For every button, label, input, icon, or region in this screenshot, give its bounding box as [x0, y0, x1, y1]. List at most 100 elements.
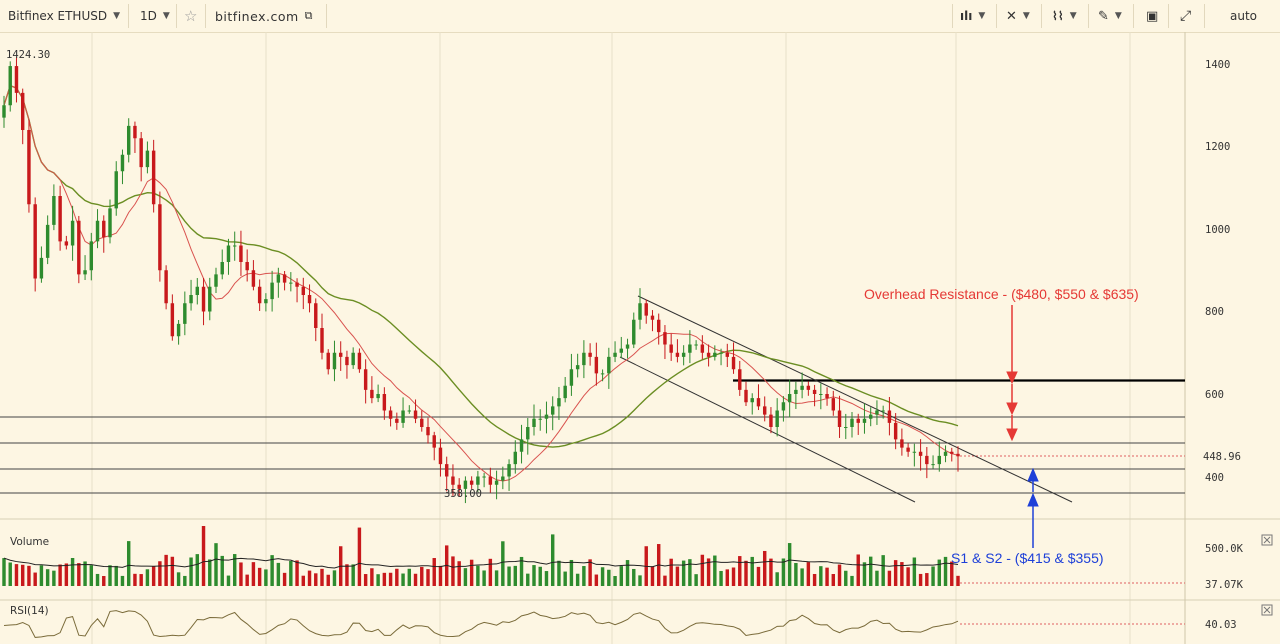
candle: [812, 384, 817, 407]
volume-bar: [794, 563, 798, 586]
candle: [825, 387, 829, 406]
candle: [501, 466, 505, 490]
volume-bar: [469, 559, 474, 586]
candle: [195, 278, 200, 305]
support-resistance-lines: [0, 379, 1185, 494]
volume-bar: [64, 563, 69, 586]
snapshot-icon[interactable]: ▣: [1146, 8, 1159, 24]
candle: [881, 405, 885, 419]
candles-style-button[interactable]: ılı ▼: [960, 0, 985, 32]
volume-bar: [245, 574, 249, 586]
indicators-button[interactable]: ✕ ▼: [1006, 0, 1030, 32]
candle: [469, 476, 474, 489]
volume-bar: [613, 575, 617, 586]
toolbar-divider: [1204, 4, 1205, 28]
volume-bar: [632, 568, 636, 586]
compare-button[interactable]: ⌇⌇ ▼: [1052, 0, 1077, 32]
volume-bar: [151, 566, 156, 586]
candle: [232, 231, 237, 261]
volume-bar: [887, 570, 892, 586]
channel-lower-line: [619, 356, 916, 503]
site-link[interactable]: bitfinex.com ⧉: [215, 0, 313, 32]
volume-bar: [937, 559, 942, 586]
fullscreen-icon[interactable]: ⤢: [1180, 8, 1192, 24]
candle: [819, 383, 823, 410]
interval-selector[interactable]: 1D ▼: [140, 0, 170, 32]
scale-mode-button[interactable]: auto: [1230, 0, 1257, 32]
volume-bar: [738, 556, 742, 586]
fast-moving-average-line: [3, 84, 959, 482]
volume-bar: [232, 554, 237, 586]
candle: [463, 476, 468, 504]
volume-bar: [33, 572, 37, 586]
volume-bar: [301, 575, 306, 586]
candle: [550, 396, 555, 431]
candle: [420, 410, 424, 432]
volume-bar: [625, 560, 630, 586]
volume-bar: [226, 575, 231, 586]
volume-bar: [812, 573, 817, 586]
volume-bar: [264, 569, 268, 586]
toolbar-divider: [1041, 4, 1042, 28]
candle: [120, 149, 125, 185]
candle: [89, 232, 94, 281]
volume-bar: [58, 564, 62, 586]
candle: [575, 353, 580, 378]
candle: [532, 404, 536, 436]
candle: [326, 349, 330, 375]
volume-pane-close-icon[interactable]: [1261, 534, 1273, 546]
candle: [544, 401, 549, 434]
volume-bar: [700, 554, 705, 586]
candle: [569, 353, 574, 396]
volume-bar: [108, 565, 112, 586]
toolbar-divider: [996, 4, 997, 28]
volume-bar: [594, 574, 599, 586]
volume-bar: [282, 572, 287, 586]
volume-bar: [638, 575, 642, 586]
volume-bar: [114, 565, 118, 586]
chevron-down-icon: ▼: [113, 11, 121, 21]
volume-bar: [476, 565, 480, 586]
volume-bar: [45, 569, 50, 586]
candle: [77, 215, 81, 284]
candle: [681, 345, 686, 366]
scale-mode-label: auto: [1230, 9, 1258, 23]
candle: [70, 205, 75, 261]
volume-bar: [120, 575, 125, 586]
candle: [444, 456, 449, 492]
candle: [619, 336, 624, 359]
price-tick: 1400: [1205, 59, 1230, 71]
volume-bar: [382, 572, 387, 586]
candle: [320, 313, 324, 360]
volume-bar: [837, 564, 842, 586]
candle: [126, 118, 131, 163]
chart-toolbar: Bitfinex ETHUSD ▼ 1D ▼ ☆ bitfinex.com ⧉ …: [0, 0, 1280, 33]
last-price-label: 448.96: [1203, 451, 1241, 463]
candle: [58, 185, 62, 251]
volume-bar: [756, 566, 761, 586]
volume-bar: [201, 526, 206, 586]
site-label: bitfinex.com: [215, 8, 299, 24]
rsi-pane-close-icon[interactable]: [1261, 604, 1273, 616]
volume-bar: [806, 562, 811, 586]
volume-bar: [289, 561, 293, 586]
volume-bar: [769, 558, 773, 586]
volume-bar: [507, 566, 511, 586]
candle: [251, 260, 256, 291]
volume-bar: [102, 575, 106, 586]
candle: [800, 372, 804, 399]
favorite-star-icon[interactable]: ☆: [184, 7, 198, 25]
volume-bar: [501, 541, 505, 586]
drawing-button[interactable]: ✎ ▼: [1098, 0, 1122, 32]
candle: [295, 278, 299, 303]
candle: [482, 472, 486, 488]
toolbar-divider: [952, 4, 953, 28]
candle: [8, 61, 12, 112]
symbol-selector[interactable]: Bitfinex ETHUSD ▼: [8, 0, 120, 32]
toolbar-divider: [326, 4, 327, 28]
volume-bar: [183, 575, 187, 586]
candle: [388, 406, 393, 427]
candle: [382, 387, 387, 420]
candle: [314, 298, 318, 342]
